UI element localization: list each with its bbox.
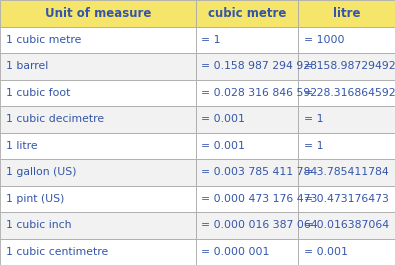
Text: 1 cubic metre: 1 cubic metre [6, 35, 81, 45]
Bar [0, 212, 196, 238]
Text: = 0.000 016 387 064: = 0.000 016 387 064 [201, 220, 318, 230]
Bar [196, 80, 298, 106]
Text: 1 gallon (US): 1 gallon (US) [6, 167, 76, 177]
Bar [196, 132, 298, 159]
Bar [0, 238, 196, 265]
Text: = 1: = 1 [304, 114, 324, 124]
Bar [298, 80, 395, 106]
Text: 1 barrel: 1 barrel [6, 61, 48, 71]
Bar [0, 26, 196, 53]
Text: litre: litre [333, 7, 360, 20]
Bar [196, 106, 298, 132]
Text: 1 cubic centimetre: 1 cubic centimetre [6, 247, 108, 257]
Bar [298, 186, 395, 212]
Bar [0, 80, 196, 106]
Bar [196, 186, 298, 212]
Bar [0, 132, 196, 159]
Bar [298, 212, 395, 238]
Bar [298, 132, 395, 159]
Text: cubic metre: cubic metre [208, 7, 286, 20]
Bar [0, 106, 196, 132]
Bar [196, 0, 298, 26]
Text: = 0.003 785 411 784: = 0.003 785 411 784 [201, 167, 318, 177]
Bar [298, 238, 395, 265]
Text: = 0.000 001: = 0.000 001 [201, 247, 270, 257]
Bar [298, 26, 395, 53]
Bar [298, 159, 395, 186]
Text: = 1000: = 1000 [304, 35, 345, 45]
Text: 1 cubic decimetre: 1 cubic decimetre [6, 114, 104, 124]
Text: = 0.473176473: = 0.473176473 [304, 194, 389, 204]
Text: = 3.785411784: = 3.785411784 [304, 167, 389, 177]
Bar [298, 0, 395, 26]
Text: = 0.158 987 294 928: = 0.158 987 294 928 [201, 61, 318, 71]
Bar [0, 159, 196, 186]
Text: = 1: = 1 [201, 35, 221, 45]
Text: 1 pint (US): 1 pint (US) [6, 194, 64, 204]
Bar [0, 186, 196, 212]
Bar [0, 0, 196, 26]
Text: = 0.001: = 0.001 [201, 114, 245, 124]
Bar [196, 53, 298, 80]
Bar [196, 238, 298, 265]
Text: = 158.987294928: = 158.987294928 [304, 61, 395, 71]
Text: = 1: = 1 [304, 141, 324, 151]
Text: Unit of measure: Unit of measure [45, 7, 151, 20]
Text: = 0.001: = 0.001 [201, 141, 245, 151]
Text: 1 litre: 1 litre [6, 141, 38, 151]
Text: = 0.001: = 0.001 [304, 247, 348, 257]
Bar [0, 53, 196, 80]
Bar [196, 159, 298, 186]
Text: = 0.016387064: = 0.016387064 [304, 220, 389, 230]
Bar [298, 53, 395, 80]
Bar [196, 26, 298, 53]
Text: 1 cubic inch: 1 cubic inch [6, 220, 71, 230]
Bar [196, 212, 298, 238]
Text: = 28.316864592: = 28.316864592 [304, 88, 395, 98]
Text: 1 cubic foot: 1 cubic foot [6, 88, 70, 98]
Bar [298, 106, 395, 132]
Text: = 0.028 316 846 592: = 0.028 316 846 592 [201, 88, 318, 98]
Text: = 0.000 473 176 473: = 0.000 473 176 473 [201, 194, 318, 204]
